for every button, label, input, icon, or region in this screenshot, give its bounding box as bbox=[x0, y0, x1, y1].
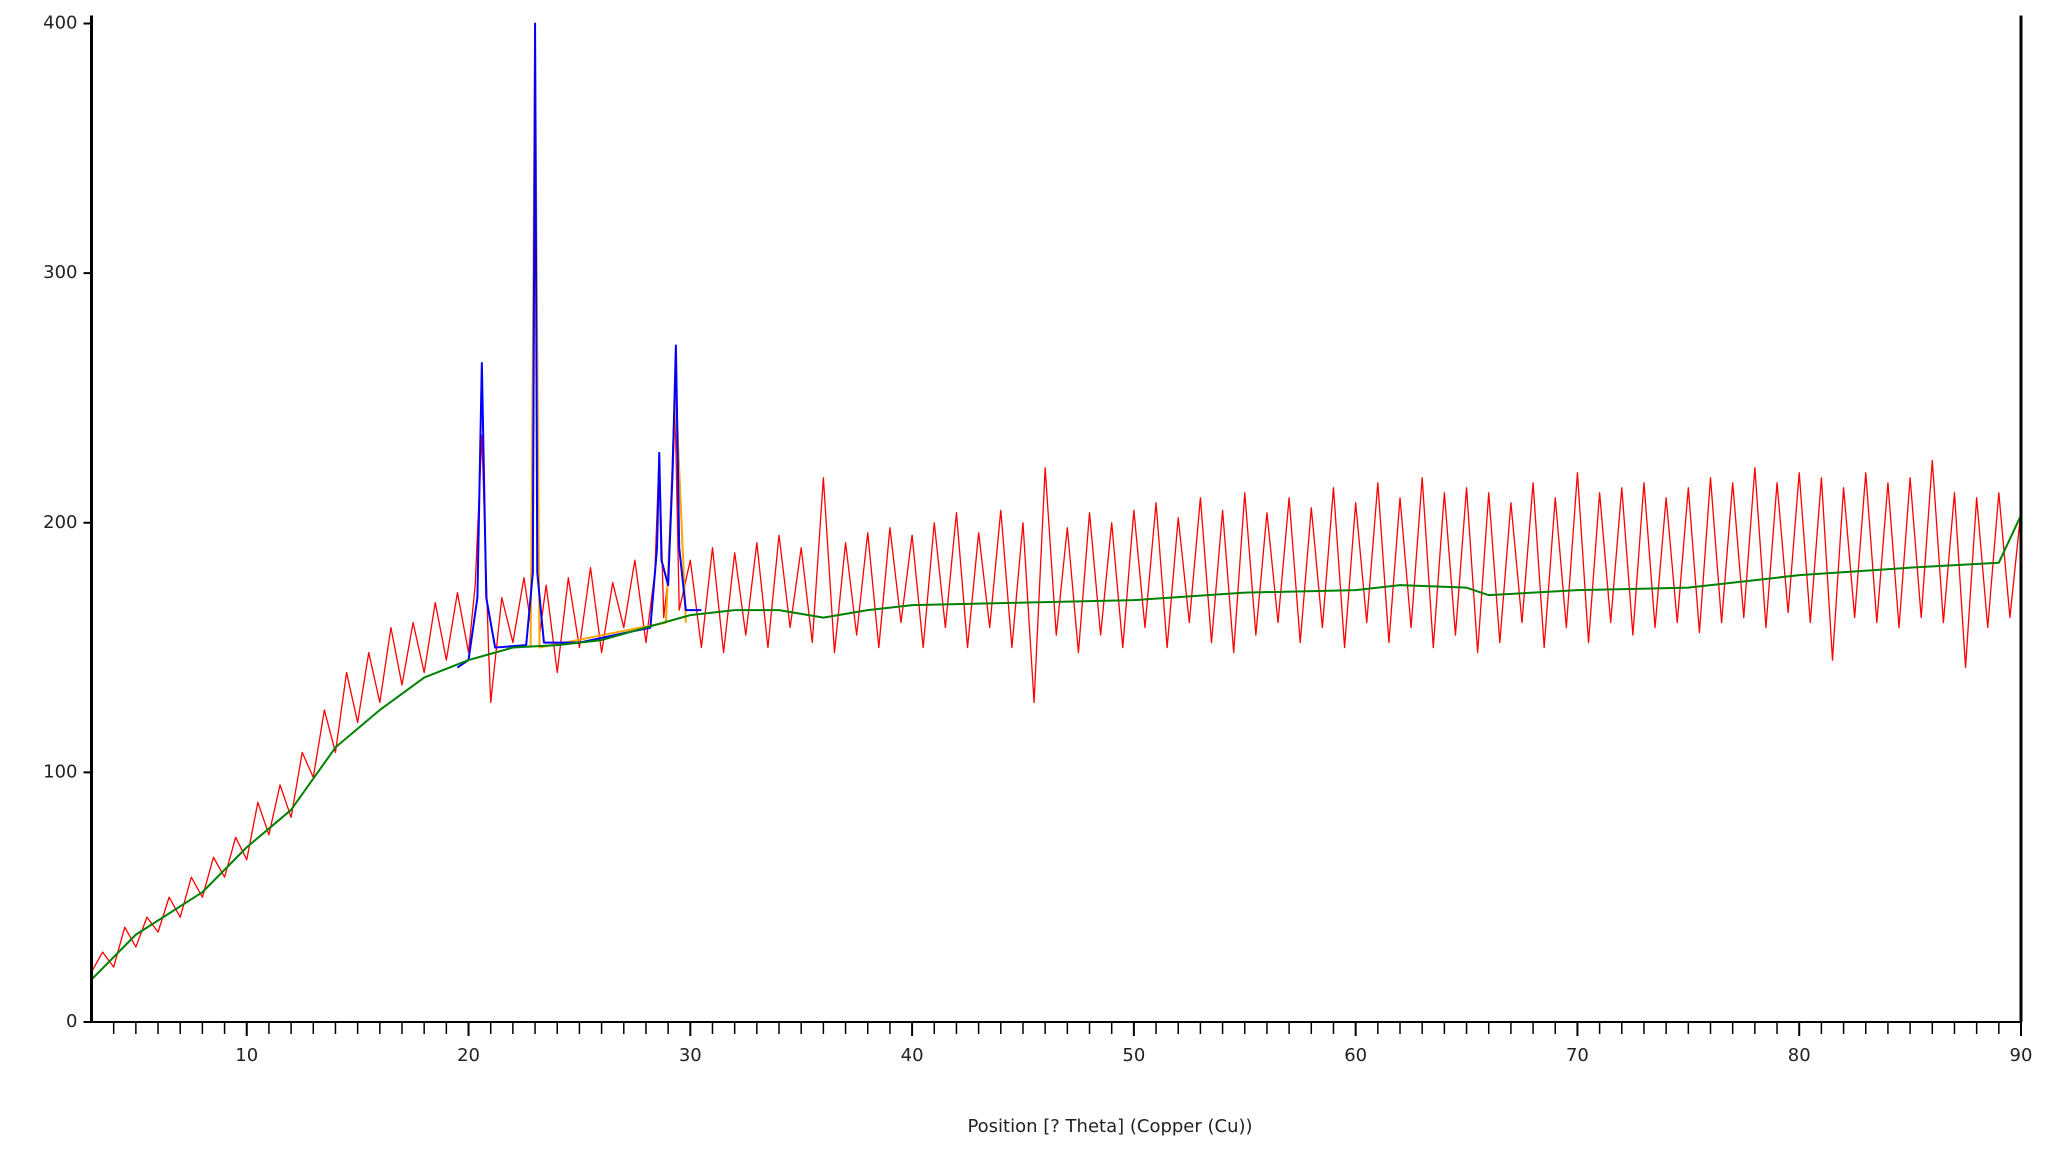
x-tick-label: 60 bbox=[1344, 1045, 1367, 1066]
x-tick-label: 80 bbox=[1788, 1045, 1811, 1066]
series-line bbox=[90, 514, 2022, 981]
x-axis-title: Position [? Theta] (Copper (Cu)) bbox=[967, 1116, 1252, 1137]
x-tick-label: 70 bbox=[1566, 1045, 1589, 1066]
x-tick-label: 40 bbox=[901, 1045, 924, 1066]
y-tick-label: 400 bbox=[43, 13, 77, 34]
series-line bbox=[456, 22, 702, 669]
y-tick-label: 300 bbox=[43, 262, 77, 283]
x-tick-label: 90 bbox=[2010, 1045, 2033, 1066]
x-tick-label: 50 bbox=[1122, 1045, 1145, 1066]
series-line bbox=[90, 110, 2022, 973]
x-tick-label: 20 bbox=[457, 1045, 480, 1066]
x-tick-label: 30 bbox=[679, 1045, 702, 1066]
y-tick-label: 100 bbox=[43, 761, 77, 782]
y-tick-label: 0 bbox=[66, 1011, 77, 1032]
y-tick-label: 200 bbox=[43, 512, 77, 533]
x-tick-label: 10 bbox=[235, 1045, 258, 1066]
